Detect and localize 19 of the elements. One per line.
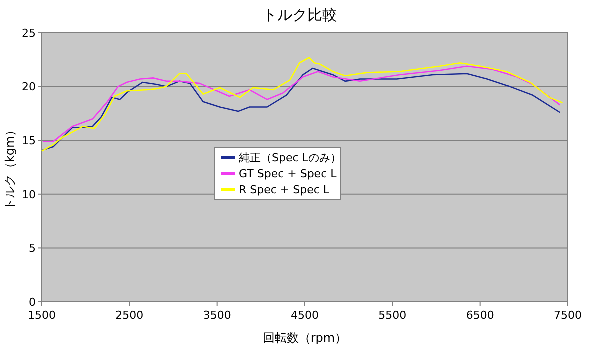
x-tick-label: 4500 bbox=[291, 309, 319, 322]
y-tick-label: 15 bbox=[22, 134, 36, 148]
legend-label: R Spec + Spec L bbox=[239, 183, 330, 196]
y-axis-title: トルク（kgm） bbox=[3, 124, 17, 211]
x-tick-label: 3500 bbox=[203, 309, 232, 322]
x-tick-label: 7500 bbox=[554, 309, 582, 322]
x-tick-label: 5500 bbox=[378, 309, 407, 322]
x-tick-label: 6500 bbox=[466, 309, 494, 322]
y-tick-label: 0 bbox=[29, 296, 36, 309]
x-axis-title: 回転数（rpm） bbox=[262, 331, 348, 345]
y-tick-label: 10 bbox=[22, 188, 36, 202]
y-tick-label: 20 bbox=[22, 80, 36, 94]
y-tick-label: 25 bbox=[22, 26, 36, 40]
legend-label: GT Spec + Spec L bbox=[239, 167, 338, 180]
legend-label: 純正（Spec Lのみ） bbox=[239, 151, 342, 164]
chart-title: トルク比較 bbox=[262, 6, 338, 24]
x-tick-label: 2500 bbox=[116, 309, 144, 322]
y-tick-label: 5 bbox=[29, 242, 36, 256]
x-tick-label: 1500 bbox=[28, 309, 56, 322]
